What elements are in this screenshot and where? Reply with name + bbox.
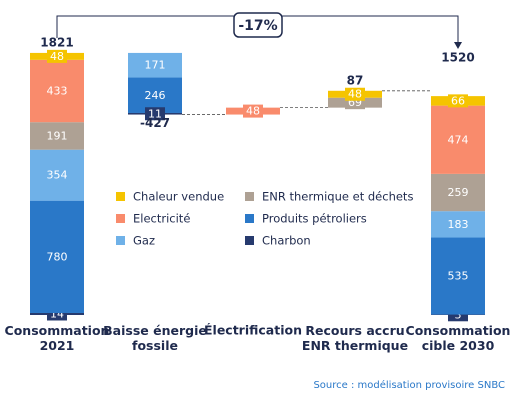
annotation-text: -17% xyxy=(238,18,277,34)
segment-label: 183 xyxy=(448,218,469,231)
segment xyxy=(30,59,84,123)
legend-swatch xyxy=(116,214,125,223)
segment-label: 66 xyxy=(451,94,465,107)
legend-label: Gaz xyxy=(133,234,155,248)
total-label: 1520 xyxy=(441,51,474,65)
x-tick-label: Électrification xyxy=(204,323,302,338)
segment xyxy=(431,211,485,238)
arrow-head xyxy=(454,42,462,49)
segment-label: 259 xyxy=(448,186,469,199)
total-label: 1821 xyxy=(40,35,73,49)
x-tick-label: Consommation cible 2030 xyxy=(406,323,511,353)
segment-label-bg xyxy=(448,94,468,108)
legend-swatch xyxy=(245,192,254,201)
segment-label: 48 xyxy=(348,88,362,101)
source: Source : modélisation provisoire SNBC xyxy=(313,379,505,391)
segment-label: 474 xyxy=(448,133,469,146)
segment xyxy=(431,173,485,212)
segment-label: 354 xyxy=(47,169,68,182)
segment-label-bg xyxy=(145,107,165,121)
segment-label: 191 xyxy=(47,129,68,142)
legend-swatch xyxy=(116,236,125,245)
legend-label: ENR thermique et déchets xyxy=(262,190,413,204)
segment-label: 11 xyxy=(148,107,162,120)
segment-label: 3 xyxy=(455,308,462,321)
segment-label: 433 xyxy=(47,85,68,98)
legend-swatch xyxy=(245,214,254,223)
legend-label: Produits pétroliers xyxy=(262,212,367,226)
segment xyxy=(431,237,485,315)
segment-label: 535 xyxy=(448,270,469,283)
segment-label-bg xyxy=(345,87,365,101)
segment-label: 780 xyxy=(47,250,68,263)
segment xyxy=(128,77,182,113)
segment-label: 171 xyxy=(145,59,166,72)
legend-label: Electricité xyxy=(133,212,190,226)
annotation-box xyxy=(233,12,283,38)
total-label: -427 xyxy=(140,116,170,130)
segment xyxy=(128,52,182,78)
legend-label: Chaleur vendue xyxy=(133,190,224,204)
segment xyxy=(30,122,84,150)
segment xyxy=(30,200,84,313)
legend-swatch xyxy=(116,192,125,201)
segment-label: 246 xyxy=(145,89,166,102)
x-tick-label: Recours accru ENR thermique xyxy=(302,323,408,353)
legend-label: Charbon xyxy=(262,234,311,248)
segment-label: 48 xyxy=(50,50,64,63)
total-label: 87 xyxy=(347,73,364,87)
segment-label: 48 xyxy=(246,105,260,118)
x-tick-label: Consommation 2021 xyxy=(5,323,110,353)
change-annotation: -17% xyxy=(56,12,462,49)
legend-swatch xyxy=(245,236,254,245)
segment-label-bg xyxy=(243,104,263,118)
segment xyxy=(30,149,84,201)
segment-label-bg xyxy=(47,49,67,63)
x-tick-label: Baisse énergie fossile xyxy=(103,323,207,353)
segment xyxy=(431,105,485,174)
